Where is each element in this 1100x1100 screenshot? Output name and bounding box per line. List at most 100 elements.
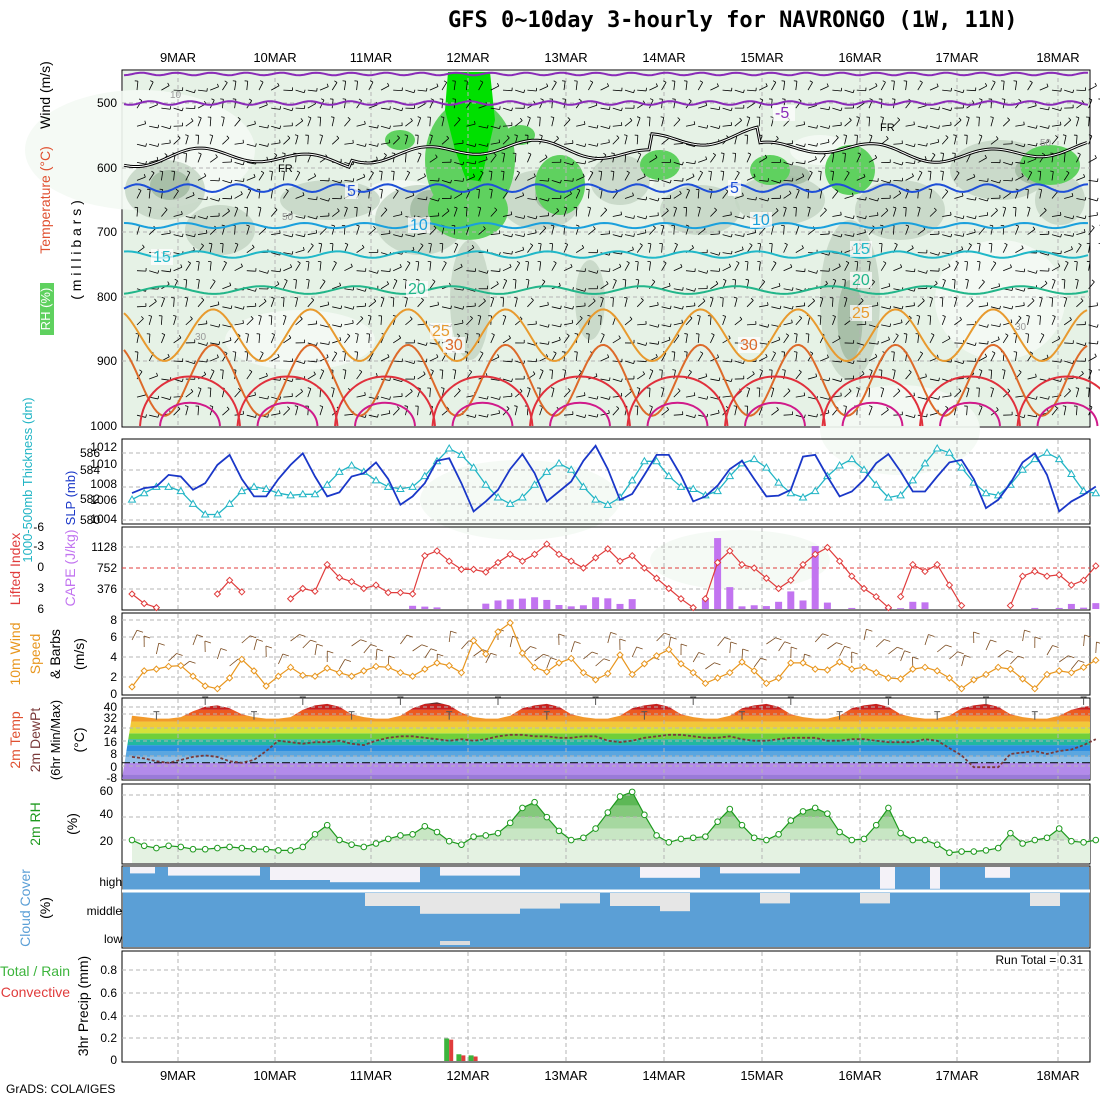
wind-barb-staff: [405, 234, 415, 238]
wind-barb-flag: [1021, 245, 1024, 249]
wind-barb-staff: [624, 89, 634, 94]
wind-barb: [832, 233, 843, 238]
wind-barb: [466, 160, 477, 165]
wind-barb-staff: [722, 107, 732, 112]
wind-barb: [866, 116, 871, 127]
wind-barb-flag: [926, 142, 928, 147]
wind-barb: [976, 116, 980, 127]
wind-barb-flag: [892, 206, 897, 209]
wind-barb: [795, 315, 803, 326]
wind-barb: [636, 297, 644, 308]
wind-barb-staff: [393, 378, 402, 383]
wind-barb: [246, 288, 257, 292]
wind-barb-flag: [454, 206, 458, 209]
cape-bar: [579, 605, 587, 609]
wind-barb: [550, 224, 555, 235]
cape-bar: [506, 599, 514, 609]
wind-barb-staff: [258, 333, 261, 343]
wind-barb-flag: [358, 98, 362, 102]
wind-barb: [832, 335, 841, 344]
wind-barb-flag: [501, 152, 505, 154]
wind-barb: [759, 353, 768, 362]
wind-barb-staff: [197, 279, 200, 289]
pressure-tick: 500: [97, 96, 117, 110]
surface-wind-barb: [424, 648, 432, 659]
rh-green-patch: [535, 155, 585, 215]
wind-barb-flag: [672, 369, 676, 371]
wind-barb: [781, 224, 785, 235]
wind-barb-flag: [437, 301, 439, 305]
wind-barb: [380, 410, 391, 416]
wind-barb: [1050, 170, 1054, 181]
wind-barb: [698, 156, 708, 163]
wind-barb-staff: [148, 207, 152, 217]
cape-bar: [518, 598, 526, 609]
wind-barb: [1039, 396, 1050, 400]
wind-barb-flag: [240, 191, 243, 195]
wind-barb-staff: [917, 105, 927, 109]
wind-barb-flag: [876, 302, 879, 306]
temp-contour-40: [159, 401, 221, 427]
wind-barb-flag: [1081, 100, 1085, 104]
wind-barb: [612, 378, 623, 383]
wind-barb: [415, 260, 420, 271]
lifted-index-point: [701, 595, 710, 603]
surface-wind-barb: [168, 653, 177, 662]
wind-barb-staff: [795, 190, 800, 199]
wind-barb-staff: [136, 190, 142, 199]
rh-contour-label: 10: [170, 90, 182, 101]
wind-barb-staff: [820, 396, 830, 400]
wind-barb: [405, 375, 415, 380]
wind-barb: [515, 375, 525, 380]
wind-barb-staff: [990, 388, 994, 398]
wind-barb: [1015, 245, 1024, 253]
wind-barb-flag: [851, 192, 854, 196]
wind-barb-staff: [380, 107, 390, 110]
wind-barb: [744, 260, 749, 271]
wind-barb: [280, 297, 285, 307]
wind-barb-flag: [420, 243, 424, 246]
wind-barb-flag: [211, 98, 215, 101]
lifted-index-point: [543, 540, 551, 548]
wind-barb: [283, 406, 290, 416]
wind-barb-flag: [479, 80, 484, 83]
lifted-index-point: [1067, 581, 1076, 589]
wind-barb-flag: [319, 134, 323, 137]
wind-barb: [646, 116, 651, 127]
wind-barb: [649, 301, 659, 308]
wind-barb: [856, 152, 861, 163]
wind-barb-flag: [433, 225, 437, 229]
wind-barb-staff: [478, 316, 482, 325]
wind-barb-staff: [295, 406, 299, 416]
wind-barb: [368, 298, 377, 308]
wind-barb-staff: [319, 135, 323, 145]
wind-barb-flag: [677, 388, 681, 392]
wind-barb: [173, 122, 183, 127]
wind-barb-flag: [869, 98, 873, 101]
wind-barb-staff: [234, 99, 237, 109]
wind-barb: [942, 233, 953, 238]
surface-wind-barb-flag: [256, 638, 263, 642]
lifted-index-point: [311, 587, 319, 595]
wind-barb-flag: [498, 410, 500, 414]
wind-barb-staff: [283, 408, 290, 416]
wind-barb-flag: [342, 369, 346, 371]
wind-barb: [196, 278, 200, 289]
wind-barb-staff: [344, 370, 347, 380]
wind-barb-staff: [478, 352, 484, 362]
wind-barb-staff: [295, 262, 301, 271]
wind-barb: [356, 224, 360, 235]
wind-barb: [854, 134, 858, 145]
wind-barb-staff: [722, 89, 732, 92]
wind-barb-staff: [661, 243, 663, 253]
wind-barb-staff: [844, 234, 854, 237]
wind-barb-flag: [1054, 405, 1058, 409]
wind-barb: [307, 243, 314, 253]
wind-barb-staff: [283, 337, 292, 344]
wind-barb: [805, 333, 810, 343]
wind-barb-staff: [612, 408, 620, 416]
temp-contour-40: [744, 401, 806, 427]
wind-barb-staff: [283, 266, 292, 272]
wind-barb: [294, 134, 299, 145]
wind-barb-staff: [905, 124, 915, 127]
